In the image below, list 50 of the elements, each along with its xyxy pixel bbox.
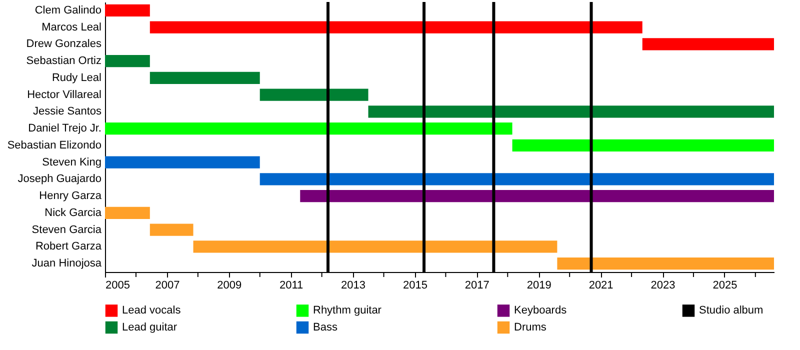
y-tick-label: Steven King	[42, 156, 102, 168]
y-tick-label: Sebastian Elizondo	[7, 139, 102, 152]
legend-label: Lead vocals	[122, 304, 182, 317]
legend-label: Rhythm guitar	[313, 304, 382, 317]
bar	[105, 156, 260, 168]
x-tick-label: 2015	[402, 280, 428, 292]
x-tick-label: 2017	[464, 280, 490, 292]
x-tick-label: 2025	[712, 280, 738, 292]
y-tick-label: Rudy Leal	[52, 72, 102, 84]
bar	[260, 173, 774, 186]
y-tick-label: Marcos Leal	[42, 21, 102, 34]
y-tick-label: Robert Garza	[35, 240, 102, 253]
y-tick-label: Drew Gonzales	[26, 38, 102, 50]
legend-label: Keyboards	[514, 304, 568, 317]
legend-label: Bass	[313, 322, 338, 334]
bar	[105, 122, 512, 135]
bar	[150, 224, 194, 236]
bar	[368, 106, 774, 118]
y-tick-label: Steven Garcia	[32, 224, 102, 236]
x-tick-label: 2005	[106, 280, 130, 292]
y-tick-label: Sebastian Ortiz	[26, 55, 102, 68]
bar	[300, 190, 774, 202]
y-tick-label: Clem Galindo	[34, 4, 102, 16]
bar	[193, 240, 558, 253]
legend-label: Lead guitar	[122, 322, 178, 334]
bar	[557, 257, 774, 270]
bar	[105, 4, 150, 17]
bar	[150, 72, 260, 84]
y-tick-label: Juan Hinojosa	[32, 258, 102, 270]
y-tick-label: Hector Villareal	[27, 88, 102, 101]
x-tick-label: 2011	[280, 280, 304, 292]
legend-label: Studio album	[699, 304, 764, 317]
x-tick-label: 2021	[588, 280, 614, 292]
x-tick-label: 2019	[526, 280, 552, 292]
y-tick-label: Henry Garza	[39, 190, 102, 202]
bar	[642, 38, 774, 50]
y-tick-label: Jessie Santos	[33, 106, 102, 118]
x-tick-label: 2007	[155, 280, 180, 292]
y-tick-label: Nick Garcia	[44, 206, 102, 219]
y-tick-label: Joseph Guajardo	[18, 173, 102, 186]
x-tick-label: 2023	[650, 280, 676, 292]
bar	[150, 21, 642, 34]
x-tick-label: 2013	[341, 280, 366, 292]
bar	[105, 206, 150, 220]
x-tick-label: 2009	[217, 280, 242, 292]
legend-label: Drums	[514, 322, 547, 334]
bar	[260, 88, 368, 101]
bar	[512, 139, 774, 152]
y-tick-label: Daniel Trejo Jr.	[28, 122, 102, 135]
bar	[105, 54, 150, 68]
